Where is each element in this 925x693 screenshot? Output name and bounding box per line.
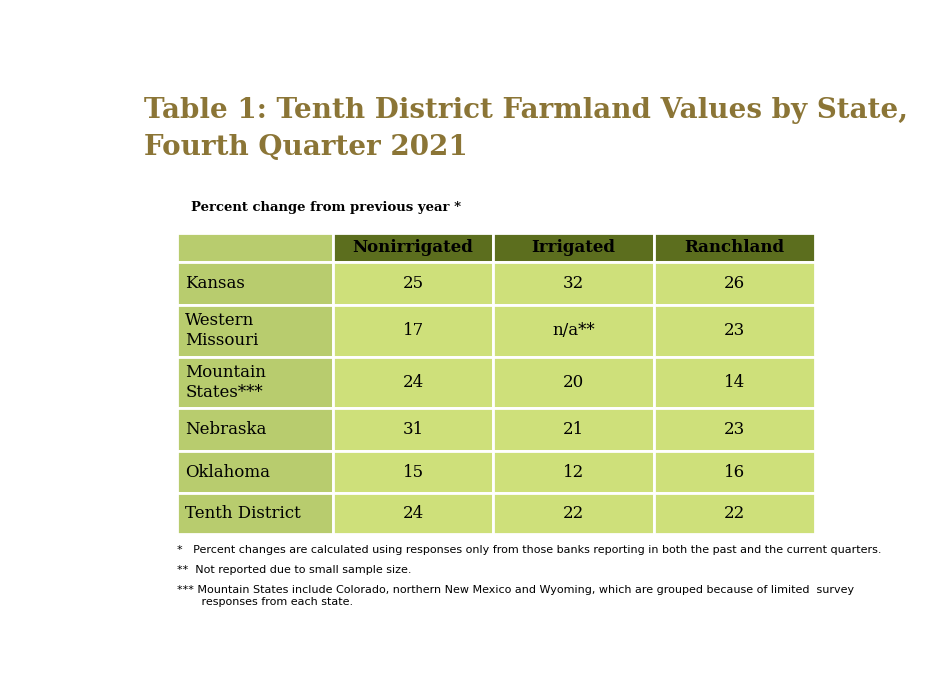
Text: 32: 32 xyxy=(563,275,585,292)
Text: 24: 24 xyxy=(402,374,424,391)
Text: *** Mountain States include Colorado, northern New Mexico and Wyoming, which are: *** Mountain States include Colorado, no… xyxy=(177,586,854,607)
FancyBboxPatch shape xyxy=(177,408,333,451)
FancyBboxPatch shape xyxy=(654,451,815,493)
FancyBboxPatch shape xyxy=(333,305,493,357)
FancyBboxPatch shape xyxy=(177,233,333,263)
Text: Tenth District: Tenth District xyxy=(185,505,301,522)
Text: **  Not reported due to small sample size.: ** Not reported due to small sample size… xyxy=(177,565,411,575)
FancyBboxPatch shape xyxy=(654,305,815,357)
FancyBboxPatch shape xyxy=(333,263,493,305)
FancyBboxPatch shape xyxy=(654,233,815,263)
FancyBboxPatch shape xyxy=(654,357,815,408)
FancyBboxPatch shape xyxy=(333,357,493,408)
Text: Fourth Quarter 2021: Fourth Quarter 2021 xyxy=(144,134,468,161)
FancyBboxPatch shape xyxy=(333,451,493,493)
FancyBboxPatch shape xyxy=(177,357,333,408)
FancyBboxPatch shape xyxy=(333,493,493,534)
Text: 23: 23 xyxy=(723,322,745,339)
Text: Western
Missouri: Western Missouri xyxy=(185,313,258,349)
Text: n/a**: n/a** xyxy=(552,322,595,339)
Text: Percent change from previous year *: Percent change from previous year * xyxy=(191,201,461,214)
FancyBboxPatch shape xyxy=(654,263,815,305)
Text: Kansas: Kansas xyxy=(185,275,245,292)
FancyBboxPatch shape xyxy=(493,451,654,493)
Text: 31: 31 xyxy=(402,421,424,438)
FancyBboxPatch shape xyxy=(177,305,333,357)
Text: 21: 21 xyxy=(563,421,585,438)
FancyBboxPatch shape xyxy=(493,357,654,408)
Text: 17: 17 xyxy=(402,322,424,339)
Text: 23: 23 xyxy=(723,421,745,438)
Text: Nebraska: Nebraska xyxy=(185,421,266,438)
Text: 26: 26 xyxy=(723,275,745,292)
Text: 24: 24 xyxy=(402,505,424,522)
FancyBboxPatch shape xyxy=(333,233,493,263)
FancyBboxPatch shape xyxy=(177,493,333,534)
Text: Mountain
States***: Mountain States*** xyxy=(185,365,266,401)
FancyBboxPatch shape xyxy=(333,408,493,451)
Text: 12: 12 xyxy=(563,464,585,480)
Text: Ranchland: Ranchland xyxy=(684,239,784,256)
Text: 22: 22 xyxy=(723,505,745,522)
Text: 22: 22 xyxy=(563,505,585,522)
FancyBboxPatch shape xyxy=(654,493,815,534)
Text: 20: 20 xyxy=(563,374,585,391)
FancyBboxPatch shape xyxy=(654,408,815,451)
FancyBboxPatch shape xyxy=(493,263,654,305)
FancyBboxPatch shape xyxy=(177,263,333,305)
FancyBboxPatch shape xyxy=(493,233,654,263)
FancyBboxPatch shape xyxy=(493,408,654,451)
Text: Oklahoma: Oklahoma xyxy=(185,464,270,480)
Text: 15: 15 xyxy=(402,464,424,480)
Text: 25: 25 xyxy=(402,275,424,292)
Text: Irrigated: Irrigated xyxy=(532,239,616,256)
Text: *   Percent changes are calculated using responses only from those banks reporti: * Percent changes are calculated using r… xyxy=(177,545,881,554)
Text: 16: 16 xyxy=(723,464,745,480)
Text: Nonirrigated: Nonirrigated xyxy=(352,239,474,256)
FancyBboxPatch shape xyxy=(493,493,654,534)
FancyBboxPatch shape xyxy=(177,451,333,493)
FancyBboxPatch shape xyxy=(493,305,654,357)
Text: 14: 14 xyxy=(723,374,745,391)
Text: Table 1: Tenth District Farmland Values by State,: Table 1: Tenth District Farmland Values … xyxy=(144,96,908,123)
